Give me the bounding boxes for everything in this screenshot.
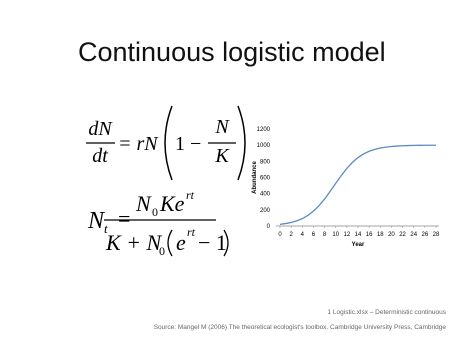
y-tick-label: 1000 <box>257 143 271 149</box>
eq-text: t <box>104 221 108 236</box>
paren <box>167 229 173 257</box>
paren <box>237 105 246 181</box>
y-axis-label: Abundance <box>252 161 258 194</box>
equation: dN dt = rN 1 − N K <box>86 105 246 181</box>
eq-text: 0 <box>152 205 158 219</box>
x-tick-label: 14 <box>355 232 362 238</box>
eq-text: K + N <box>105 230 163 255</box>
eq-text: N <box>87 208 106 234</box>
eq-text: rt <box>186 188 195 202</box>
x-tick-label: 6 <box>312 232 316 238</box>
paren <box>223 229 229 257</box>
eq-text: e <box>176 230 186 255</box>
eq-text: = <box>118 206 130 231</box>
x-tick-label: 18 <box>377 232 384 238</box>
footer-source: Source: Mangel M (2006) The theoretical … <box>154 324 447 331</box>
eq-text: K <box>214 145 230 167</box>
eq-text: dN <box>88 118 113 140</box>
eq-text: − 1 <box>198 230 227 255</box>
x-tick-label: 20 <box>388 232 395 238</box>
footer-file: 1 Logistic.xlsx – Deterministic continuo… <box>328 309 447 316</box>
eq-text: dt <box>92 145 108 167</box>
y-tick-label: 800 <box>260 159 271 165</box>
eq-text: N <box>135 191 152 216</box>
y-tick-label: 200 <box>260 208 271 214</box>
x-tick-label: 22 <box>399 232 406 238</box>
slide-title: Continuous logistic model <box>78 37 386 67</box>
eq-text: = rN <box>118 133 159 155</box>
y-tick-label: 400 <box>260 192 271 198</box>
paren <box>164 105 173 181</box>
x-axis-label: Year <box>352 242 365 248</box>
x-tick-label: 2 <box>289 232 293 238</box>
eq-text: rt <box>187 225 196 239</box>
y-tick-label: 0 <box>267 224 271 230</box>
x-tick-label: 10 <box>332 232 339 238</box>
eq-text: 1 − <box>175 133 201 155</box>
x-tick-label: 28 <box>433 232 440 238</box>
x-tick-label: 16 <box>366 232 373 238</box>
x-tick-label: 4 <box>301 232 305 238</box>
eq-text: 0 <box>159 244 165 258</box>
x-tick-label: 24 <box>410 232 417 238</box>
eq-text: N <box>214 116 230 138</box>
data-line <box>279 144 436 226</box>
eq-text: Ke <box>159 191 185 216</box>
x-tick-label: 8 <box>323 232 327 238</box>
y-tick-label: 1200 <box>257 127 271 133</box>
equation: N t = N 0 Ke rt K + N 0 e rt − 1 <box>87 188 229 258</box>
x-tick-label: 26 <box>422 232 429 238</box>
x-tick-label: 12 <box>344 232 351 238</box>
x-tick-label: 0 <box>278 232 282 238</box>
y-tick-label: 600 <box>260 176 271 182</box>
